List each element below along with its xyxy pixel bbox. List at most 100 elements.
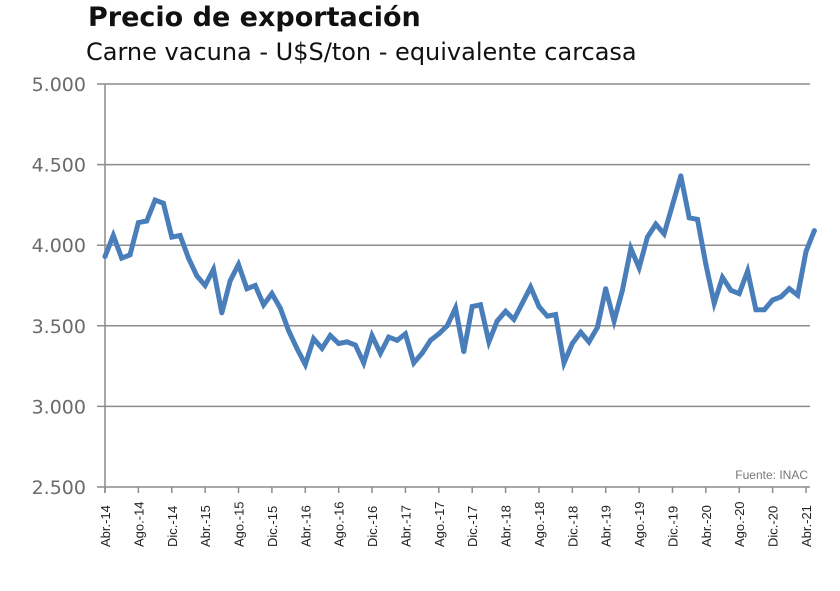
series-layer	[102, 173, 817, 372]
x-tick-label: Dic.-20	[766, 506, 781, 547]
data-point	[644, 234, 650, 240]
data-point	[761, 307, 767, 313]
chart-subtitle: Carne vacuna - U$S/ton - equivalente car…	[86, 38, 637, 66]
data-point	[269, 291, 275, 297]
data-point	[569, 341, 575, 346]
data-point	[686, 215, 692, 221]
data-point	[670, 202, 675, 208]
data-point	[186, 255, 191, 261]
data-point	[411, 360, 417, 366]
x-tick-label: Ago.-16	[332, 501, 347, 547]
data-point	[294, 345, 300, 351]
data-point	[536, 304, 542, 309]
data-point	[619, 287, 625, 293]
data-point	[377, 350, 383, 356]
data-point	[661, 231, 667, 237]
data-point	[728, 287, 734, 293]
data-point	[469, 304, 475, 309]
data-point	[227, 278, 233, 284]
data-point	[811, 228, 817, 234]
data-point	[711, 300, 717, 306]
x-tick-label: Abr.-16	[298, 505, 313, 547]
data-point	[528, 284, 534, 290]
data-point	[202, 283, 208, 288]
y-axis-ticks: 5.000 4.500 4.000 3.500 3.000 2.500	[32, 74, 86, 499]
data-point	[119, 255, 125, 261]
y-tick-label: 5.000	[32, 74, 86, 96]
data-point	[453, 305, 458, 311]
x-tick-label: Dic.-15	[265, 506, 280, 547]
chart-title: Precio de exportación	[88, 2, 421, 33]
data-point	[236, 262, 241, 267]
data-point	[319, 345, 325, 351]
data-point	[720, 274, 725, 280]
data-point	[386, 334, 392, 340]
x-tick-label: Ago.-17	[432, 501, 447, 547]
data-point	[586, 339, 592, 345]
data-point	[678, 173, 684, 179]
data-point	[519, 300, 525, 306]
data-point	[594, 324, 600, 330]
x-tick-label: Abr.-19	[599, 505, 614, 547]
data-point	[753, 307, 759, 313]
data-point	[478, 302, 483, 308]
data-point	[503, 308, 509, 314]
data-point	[544, 313, 550, 319]
data-point	[177, 233, 183, 238]
data-point	[778, 294, 784, 300]
data-point	[352, 342, 358, 348]
data-point	[428, 337, 433, 343]
gridlines	[97, 83, 810, 488]
data-point	[361, 360, 367, 366]
data-point	[336, 341, 342, 346]
data-point	[311, 336, 317, 342]
data-point	[486, 339, 492, 345]
y-tick-label: 2.500	[32, 477, 86, 499]
data-point	[160, 200, 166, 206]
data-point	[786, 286, 792, 292]
x-tick-label: Dic.-19	[665, 506, 680, 547]
data-point	[219, 310, 225, 316]
data-point	[135, 220, 141, 226]
data-point	[211, 266, 216, 272]
x-tick-label: Abr.-18	[499, 505, 514, 547]
x-tick-label: Ago.-14	[131, 501, 146, 547]
data-point	[436, 331, 442, 337]
data-point	[402, 331, 408, 337]
data-point	[244, 286, 250, 292]
y-tick-label: 4.000	[32, 235, 86, 257]
x-tick-label: Abr.-21	[799, 505, 814, 547]
data-point	[628, 245, 634, 251]
data-point	[277, 305, 283, 311]
data-point	[745, 268, 751, 274]
data-point	[494, 318, 500, 324]
y-tick-label: 3.500	[32, 316, 86, 338]
data-point	[561, 360, 567, 366]
x-tick-label: Abr.-20	[699, 505, 714, 547]
data-point	[394, 337, 400, 343]
data-point	[102, 254, 108, 259]
x-tick-label: Ago.-20	[732, 501, 747, 547]
data-point	[344, 339, 350, 345]
data-point	[261, 302, 267, 308]
x-tick-label: Dic.-14	[165, 506, 180, 547]
x-tick-label: Ago.-15	[232, 501, 247, 547]
data-point	[110, 233, 116, 238]
source-note: Fuente: INAC	[735, 468, 808, 482]
data-point	[578, 329, 584, 335]
data-point	[327, 333, 333, 338]
data-point	[194, 273, 200, 279]
data-point	[695, 216, 700, 222]
x-tick-label: Dic.-17	[465, 506, 480, 547]
data-point	[302, 362, 308, 367]
data-point	[611, 318, 617, 324]
data-point	[144, 218, 150, 224]
x-tick-label: Abr.-15	[198, 505, 213, 547]
data-point	[795, 292, 801, 298]
y-tick-label: 4.500	[32, 155, 86, 177]
data-point	[770, 297, 776, 303]
data-point	[703, 262, 709, 267]
data-point	[653, 221, 659, 227]
x-tick-label: Dic.-16	[365, 506, 380, 547]
